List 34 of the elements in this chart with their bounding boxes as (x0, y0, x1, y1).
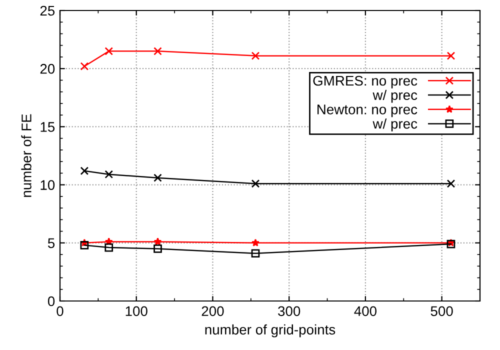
x-tick-label: 0 (56, 306, 64, 316)
y-tick-label: 10 (40, 180, 55, 190)
point (80, 62, 89, 70)
y-tick-label: 0 (48, 296, 55, 306)
y-tick-label: 20 (40, 64, 55, 74)
point (251, 249, 260, 258)
point (80, 241, 89, 250)
point (446, 52, 456, 60)
y-tick-label: 15 (40, 122, 55, 132)
point (154, 238, 162, 246)
x-tick-label: 500 (430, 306, 453, 316)
point (251, 238, 260, 246)
x-tick-label: 100 (126, 306, 148, 316)
legend-label: w/ prec (372, 118, 418, 132)
legend-label: GMRES: no prec (313, 76, 418, 88)
point (446, 179, 456, 188)
point (154, 244, 162, 253)
x-tick-label: 400 (354, 306, 376, 316)
y-axis-title: number of FE (21, 114, 32, 197)
point (251, 52, 260, 60)
point (154, 47, 162, 56)
point (104, 47, 114, 56)
point (251, 179, 260, 188)
y-tick-label: 5 (48, 238, 55, 248)
point (80, 166, 89, 176)
point (104, 243, 114, 252)
y-tick-label: 25 (40, 6, 55, 16)
x-tick-label: 200 (202, 306, 224, 316)
point (154, 174, 162, 182)
x-tick-label: 300 (278, 306, 300, 316)
point (104, 170, 114, 179)
legend-label: Newton: no prec (318, 104, 418, 118)
x-axis-title: number of grid-points (205, 324, 336, 338)
legend-label: w/ prec (372, 90, 418, 103)
